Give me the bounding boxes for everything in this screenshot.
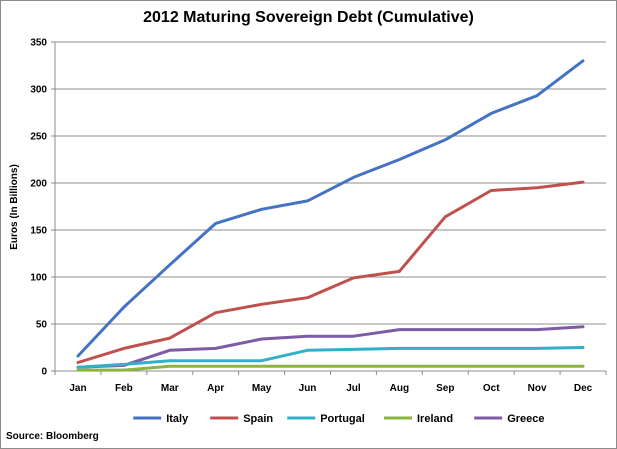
- legend-label: Italy: [166, 413, 189, 425]
- y-tick-label: 200: [30, 179, 47, 190]
- source-note: Source: Bloomberg: [6, 431, 99, 442]
- series-line-ireland: [76, 364, 585, 372]
- gridlines: [55, 41, 606, 325]
- x-tick-label: Oct: [483, 383, 500, 394]
- x-tick-label: Sep: [436, 383, 454, 394]
- x-tick-label: Aug: [390, 383, 409, 394]
- x-tick-label: Jun: [299, 383, 317, 394]
- x-tick-label: Feb: [115, 383, 133, 394]
- legend: Italy Spain Portugal Ireland Greece: [133, 413, 545, 425]
- x-tick-label: Apr: [207, 383, 224, 394]
- legend-item-italy: Italy: [133, 413, 189, 425]
- axes: [51, 41, 607, 375]
- legend-label: Spain: [243, 413, 273, 425]
- legend-label: Greece: [507, 413, 544, 425]
- series-line-greece: [76, 325, 585, 369]
- y-tick-label: 300: [30, 85, 47, 96]
- series-lines: [76, 59, 585, 372]
- legend-item-greece: Greece: [474, 413, 545, 425]
- y-tick-label: 150: [30, 226, 47, 237]
- x-tick-label: Nov: [528, 383, 547, 394]
- y-axis-label: Euros (In Billions): [9, 164, 20, 250]
- x-tick-label: Jan: [69, 383, 86, 394]
- y-tick-label: 100: [30, 273, 47, 284]
- x-tick-label: Mar: [161, 383, 179, 394]
- legend-item-ireland: Ireland: [384, 413, 453, 425]
- y-tick-label: 250: [30, 132, 47, 143]
- x-tick-label: May: [252, 383, 272, 394]
- y-tick-label: 350: [30, 38, 47, 49]
- legend-item-spain: Spain: [210, 413, 273, 425]
- series-line-portugal: [76, 346, 585, 369]
- y-tick-label: 50: [36, 320, 48, 331]
- legend-label: Portugal: [320, 413, 365, 425]
- series-line-spain: [76, 180, 585, 364]
- x-tick-label: Dec: [574, 383, 593, 394]
- x-tick-labels: Jan Feb Mar Apr May Jun Jul Aug Sep Oct Nov Dec: [69, 383, 592, 394]
- y-tick-labels: 0 50 100 150 200 250 300 350: [30, 38, 47, 378]
- x-tick-label: Jul: [346, 383, 361, 394]
- series-line-italy: [76, 59, 585, 358]
- legend-label: Ireland: [417, 413, 453, 425]
- y-tick-label: 0: [41, 367, 47, 378]
- legend-item-portugal: Portugal: [287, 413, 365, 425]
- chart-title: 2012 Maturing Sovereign Debt (Cumulative…: [143, 9, 474, 26]
